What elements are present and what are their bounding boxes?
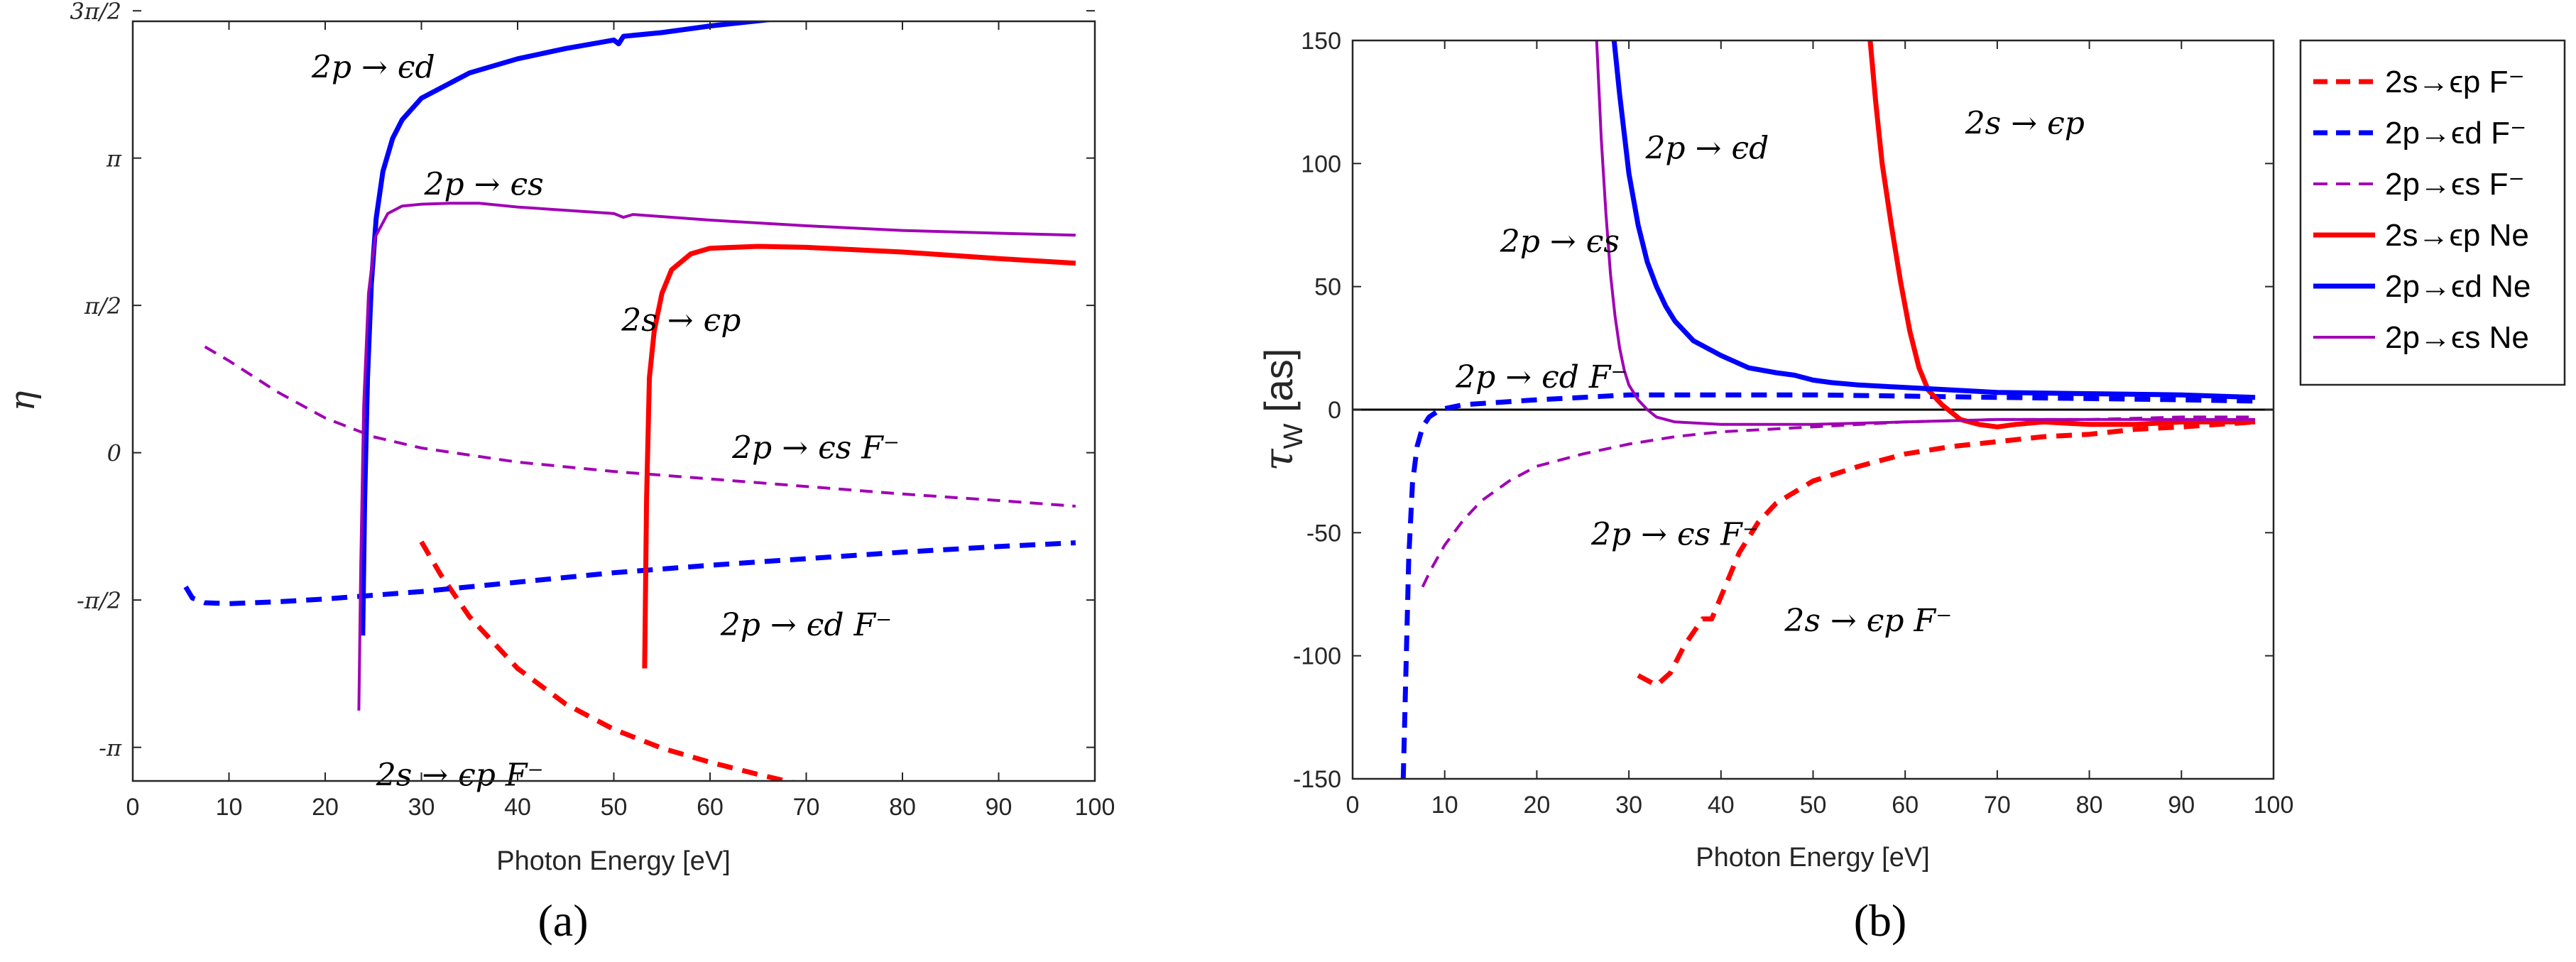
panel-a-y-tick-label: 3π/2	[70, 0, 121, 25]
panel-a-label: (a)	[537, 895, 588, 946]
panel-b-annotation-2p-ed-f-minus: 2p → ϵd F⁻	[1455, 359, 1627, 395]
legend-entries: 2s→ϵp F⁻ 2p→ϵd F⁻ 2p→ϵs F⁻ 2s→ϵp Ne 2p→ϵd Ne…	[2313, 65, 2531, 355]
panel-a-x-tick-label: 80	[889, 794, 916, 821]
panel-b-y-tick-label: 0	[1328, 397, 1341, 424]
panel-a-y-tick-label: -π	[99, 735, 122, 762]
panel-a-series-2p-es-ne	[357, 202, 1076, 711]
panel-b-y-tick-label: 150	[1301, 28, 1341, 55]
legend-entry-2p-es-ne: 2p→ϵs Ne	[2313, 320, 2529, 355]
panel-a-annotation-2p-ed-f-minus: 2p → ϵd F⁻	[720, 607, 893, 643]
svg-text:τW [as]: τW [as]	[1256, 349, 1309, 471]
panel-a-x-tick-label: 60	[697, 794, 724, 821]
panel-a-series-2p-ed-f-minus	[183, 540, 1076, 606]
panel-a-x-tick-label: 0	[126, 794, 140, 821]
panel-a-y-tick-label: π	[106, 146, 122, 173]
legend-label: 2p→ϵd Ne	[2385, 269, 2531, 304]
panel-b-ticks: 0 10 20 30 40 50 60 70 80 90 100 150 100 50 0 -50 -100 -1…	[1293, 28, 2293, 819]
panel-a-plot-area	[133, 21, 1095, 781]
legend-box	[2299, 39, 2566, 386]
panel-a-y-tick-label: π/2	[84, 293, 121, 319]
panel-b-series-2s-ep-f-minus	[1637, 419, 2256, 688]
panel-a-annotation-2s-ep-f-minus: 2s → ϵp F⁻	[376, 758, 544, 794]
panel-a-x-tick-label: 90	[986, 794, 1013, 821]
panel-a-x-tick-label: 20	[312, 794, 339, 821]
panel-b-annotations: 2s → ϵp 2p → ϵd 2p → ϵs 2p → ϵd F⁻ 2p → ϵs F…	[1455, 106, 2085, 639]
legend-label: 2p→ϵs F⁻	[2385, 167, 2525, 202]
panel-b-y-tick-label: -150	[1293, 766, 1341, 793]
panel-a-x-axis-title: Photon Energy [eV]	[496, 846, 731, 876]
panel-a-x-tick-label: 100	[1075, 794, 1115, 821]
legend-label: 2s→ϵp F⁻	[2385, 65, 2525, 99]
panel-b-x-tick-label: 60	[1892, 792, 1919, 819]
panel-a-series-2s-ep-f-minus	[419, 540, 797, 781]
panel-b-x-tick-label: 40	[1708, 792, 1735, 819]
panel-b-y-axis-title: τW [as]	[1256, 349, 1309, 471]
panel-b-x-tick-label: 80	[2076, 792, 2103, 819]
panel-b-x-tick-label: 70	[1984, 792, 2011, 819]
legend-label: 2s→ϵp Ne	[2385, 218, 2529, 253]
panel-b-label: (b)	[1854, 895, 1907, 946]
panel-a-series-group	[183, 21, 1076, 781]
panel-b-y-axis-symbol: τ	[1256, 448, 1302, 471]
panel-a-series-2p-es-f-minus	[204, 345, 1076, 508]
panel-b-y-axis-unit: [as]	[1256, 349, 1301, 412]
panel-b-x-tick-label: 0	[1346, 792, 1360, 819]
panel-a-x-tick-label: 10	[216, 794, 243, 821]
panel-b-x-tick-label: 20	[1523, 792, 1550, 819]
panel-b-x-tick-label: 90	[2168, 792, 2195, 819]
panel-b-y-tick-label: -50	[1306, 520, 1341, 547]
panel-b-annotation-2p-es-f-minus: 2p → ϵs F⁻	[1590, 517, 1759, 553]
legend: 2s→ϵp F⁻ 2p→ϵd F⁻ 2p→ϵs F⁻ 2s→ϵp Ne 2p→ϵd Ne…	[2299, 39, 2566, 386]
panel-a-annotation-2p-es-f-minus: 2p → ϵs F⁻	[731, 430, 900, 466]
legend-entry-2p-ed-f-minus: 2p→ϵd F⁻	[2313, 116, 2526, 151]
panel-b-series-2s-ep-ne	[1867, 40, 2256, 430]
panel-b-series-2p-ed-f-minus	[1400, 392, 2256, 779]
panel-b-x-tick-label: 100	[2254, 792, 2294, 819]
legend-entry-2s-ep-f-minus: 2s→ϵp F⁻	[2313, 65, 2525, 99]
panel-a-y-axis-title: η	[3, 390, 43, 411]
panel-a-annotation-2p-es: 2p → ϵs	[423, 166, 543, 202]
panel-a-ticks: 0 10 20 30 40 50 60 70 80 90 100 3π/2 π π/2 0 -π/2 -π	[70, 0, 1115, 821]
panel-a-x-tick-label: 30	[408, 794, 435, 821]
panel-a-eta-chart: 2p → ϵd 2p → ϵs 2s → ϵp 2p → ϵs F⁻ 2p → ϵd F…	[3, 0, 1115, 946]
panel-a-annotation-2p-ed: 2p → ϵd	[311, 49, 435, 85]
legend-entry-2p-ed-ne: 2p→ϵd Ne	[2313, 269, 2531, 304]
panel-b-y-tick-label: 50	[1314, 274, 1341, 301]
panel-b-annotation-2s-ep-f-minus: 2s → ϵp F⁻	[1784, 603, 1952, 639]
panel-a-x-tick-label: 70	[793, 794, 820, 821]
panel-b-x-axis-title: Photon Energy [eV]	[1696, 843, 1930, 873]
panel-b-x-tick-label: 50	[1800, 792, 1827, 819]
panel-b-y-axis-subscript: W	[1279, 423, 1309, 449]
legend-entry-2s-ep-ne: 2s→ϵp Ne	[2313, 218, 2529, 253]
panel-a-annotations: 2p → ϵd 2p → ϵs 2s → ϵp 2p → ϵs F⁻ 2p → ϵd F…	[311, 49, 900, 793]
panel-b-series-2p-ed-ne	[1611, 40, 2256, 400]
panel-b-x-tick-label: 30	[1615, 792, 1642, 819]
panel-a-x-tick-label: 50	[601, 794, 628, 821]
legend-entry-2p-es-f-minus: 2p→ϵs F⁻	[2313, 167, 2525, 202]
panel-a-y-tick-label: -π/2	[77, 587, 121, 614]
panel-b-annotation-2s-ep: 2s → ϵp	[1965, 106, 2085, 142]
panel-b-delay-chart: 2s → ϵp 2p → ϵd 2p → ϵs 2p → ϵd F⁻ 2p → ϵs F…	[1256, 28, 2293, 946]
panel-a-annotation-2s-ep: 2s → ϵp	[621, 302, 741, 339]
panel-a-series-2s-ep-ne	[642, 244, 1076, 669]
panel-b-series-2p-es-ne	[1595, 40, 2256, 426]
panel-b-series-group	[1353, 40, 2274, 779]
panel-b-x-tick-label: 10	[1431, 792, 1458, 819]
panel-a-y-tick-label: 0	[107, 440, 121, 467]
legend-label: 2p→ϵd F⁻	[2385, 116, 2526, 151]
panel-b-y-tick-label: -100	[1293, 643, 1341, 670]
panel-b-annotation-2p-es: 2p → ϵs	[1500, 224, 1620, 260]
panel-a-x-tick-label: 40	[504, 794, 531, 821]
panel-b-annotation-2p-ed: 2p → ϵd	[1644, 130, 1769, 166]
panel-b-y-tick-label: 100	[1301, 151, 1341, 177]
legend-label: 2p→ϵs Ne	[2385, 320, 2529, 355]
